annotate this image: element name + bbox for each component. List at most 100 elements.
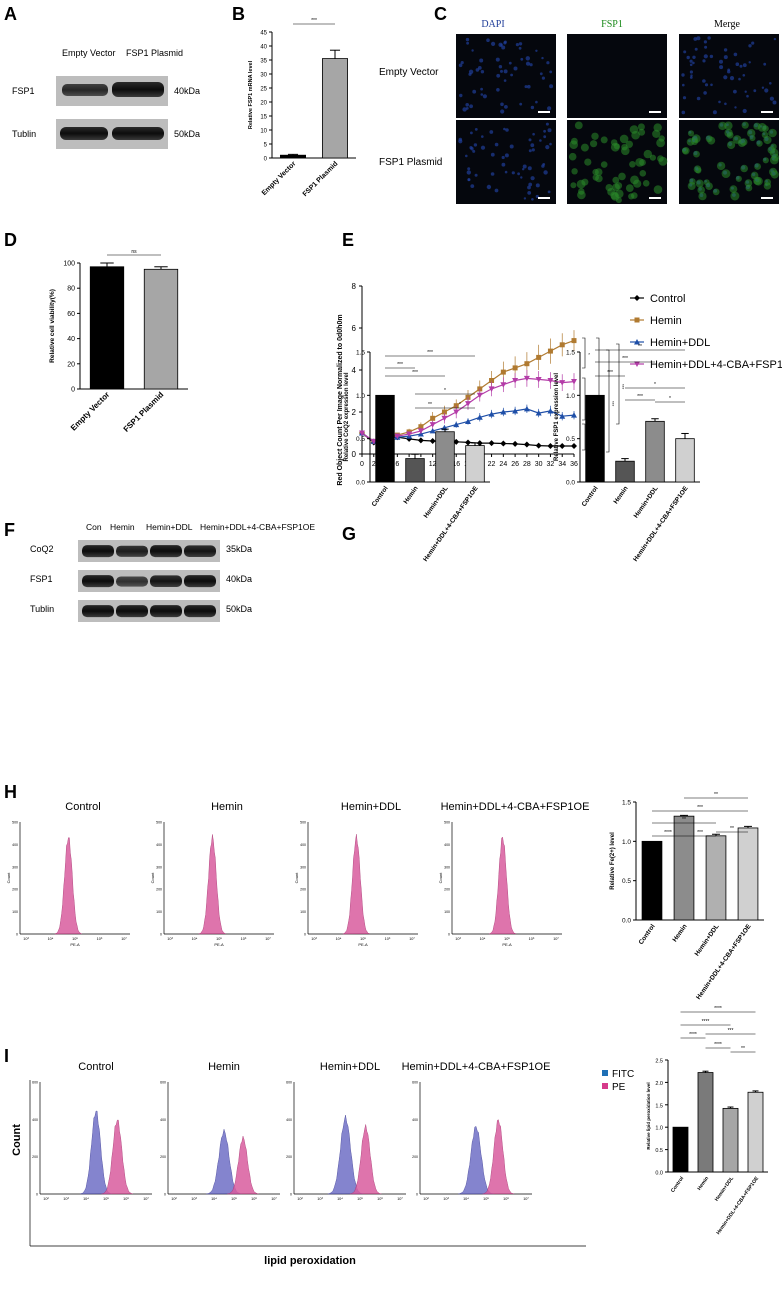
flow-x-tick-label: 10³ (455, 937, 461, 941)
flow-title: Hemin (208, 1061, 240, 1073)
y-tick-label: 35 (260, 59, 267, 65)
panel-f-western-blot: Con Hemin Hemin+DDL Hemin+DDL+4-CBA+FSP1… (30, 522, 315, 622)
nucleus-dot (727, 70, 731, 74)
y-tick-label: 40 (260, 45, 267, 51)
nucleus-dot (718, 100, 721, 104)
fsp1-cell (762, 157, 769, 164)
fsp1-cell (730, 191, 740, 201)
data-point (453, 421, 460, 428)
flow-y-tick-label: 400 (156, 843, 162, 847)
panel-letter-a: A (4, 4, 17, 24)
legend-label: Hemin+DDL+4-CBA+FSP1OE (650, 359, 782, 371)
flow-histogram-peak (198, 834, 226, 935)
nucleus-dot (742, 74, 746, 77)
x-category-label: Control (638, 923, 657, 946)
nucleus-dot (513, 66, 518, 71)
fsp1-cell (753, 176, 762, 185)
data-point (523, 375, 530, 382)
data-point (535, 410, 542, 416)
nucleus-dot (692, 55, 696, 59)
legend-marker (634, 317, 640, 323)
blot-f-kda-coq2: 35kDa (226, 544, 252, 554)
fsp1-cell (732, 135, 742, 144)
scale-bar (649, 197, 661, 199)
blot-f-band (116, 605, 148, 618)
y-tick-label: 1.5 (566, 350, 575, 357)
x-tick-label: 6 (395, 461, 399, 468)
y-axis-label: Relative Fe(2+) level (610, 832, 616, 890)
fsp1-cell (612, 183, 620, 192)
data-point (488, 386, 495, 392)
fsp1-cell (770, 170, 779, 179)
data-point (571, 443, 577, 450)
nucleus-dot (460, 61, 464, 65)
nucleus-dot (541, 76, 546, 80)
flow-title: Hemin+DDL (341, 801, 401, 813)
flow-y-tick-label: 0 (290, 1193, 292, 1197)
x-tick-label: 28 (523, 461, 531, 468)
nucleus-dot (549, 84, 554, 89)
legend-label: Control (650, 293, 685, 305)
x-category-label: FSP1 Plasmid (302, 160, 340, 198)
fsp1-cell (687, 182, 696, 190)
fsp1-cell (768, 128, 777, 138)
data-point (453, 409, 460, 415)
nucleus-dot (744, 90, 747, 93)
nucleus-dot (477, 66, 482, 70)
blot-f-band (184, 545, 216, 557)
nucleus-dot (518, 42, 523, 46)
y-tick-label: 40 (67, 336, 75, 343)
blot-f-membrane (78, 570, 220, 592)
bar (585, 394, 605, 483)
flow-x-tick-label: 10⁶ (377, 1197, 383, 1201)
fsp1-cell (570, 182, 577, 189)
nucleus-dot (751, 41, 755, 45)
fsp1-cell (656, 138, 665, 148)
x-category-label: Control (581, 485, 600, 508)
flow-y-tick-label: 200 (412, 1155, 418, 1159)
flow-y-tick-label: 400 (444, 843, 450, 847)
data-point (418, 424, 424, 430)
y-tick-label: 60 (67, 311, 75, 318)
bar (747, 1091, 764, 1173)
significance-label: *** (637, 394, 643, 400)
flow-x-tick-label: 10⁵ (483, 1197, 489, 1201)
flow-histogram-peak (458, 1126, 494, 1195)
data-point (465, 439, 471, 446)
y-tick-label: 0.0 (566, 480, 575, 487)
fsp1-cell (571, 168, 578, 175)
x-category-label: Hemin+DDL+4-CBA+FSP1OE (695, 923, 753, 1001)
data-point (535, 442, 542, 449)
nucleus-dot (527, 84, 531, 89)
y-tick-label: 2.5 (655, 1059, 663, 1065)
data-point (359, 430, 365, 436)
nucleus-dot (528, 182, 533, 187)
x-tick-label: 24 (499, 461, 507, 468)
fsp1-cell (569, 140, 578, 149)
fsp1-cell (630, 175, 639, 185)
y-axis-label: Relative FSP1 expression level (554, 373, 560, 461)
nucleus-dot (742, 63, 747, 68)
nucleus-dot (459, 93, 463, 98)
fsp1-cell (619, 134, 629, 144)
bar (435, 431, 455, 483)
flow-x-tick-label: 10⁴ (480, 937, 486, 941)
y-tick-label: 0.5 (655, 1148, 663, 1154)
y-tick-label: 1.5 (356, 350, 365, 357)
panel-letter-g: G (342, 524, 356, 544)
y-tick-label: 45 (260, 31, 267, 37)
flow-x-tick-label: 10³ (191, 1197, 197, 1201)
micrograph-tile (567, 34, 667, 118)
x-category-label: Control (371, 485, 390, 508)
y-tick-label: 20 (260, 101, 267, 107)
nucleus-dot (466, 41, 469, 45)
fsp1-cell (568, 152, 577, 161)
data-point (465, 401, 471, 407)
nucleus-dot (498, 42, 503, 47)
flow-title: Control (78, 1061, 113, 1073)
data-point (571, 338, 577, 344)
chart-b-fsp1-mrna: 0 5 10 15 20 25 30 35 40 45 Relative FSP1 mRNA lev… (248, 18, 356, 198)
nucleus-dot (496, 73, 501, 78)
flow-x-tick-label: 10² (43, 1197, 49, 1201)
nucleus-dot (481, 135, 484, 138)
